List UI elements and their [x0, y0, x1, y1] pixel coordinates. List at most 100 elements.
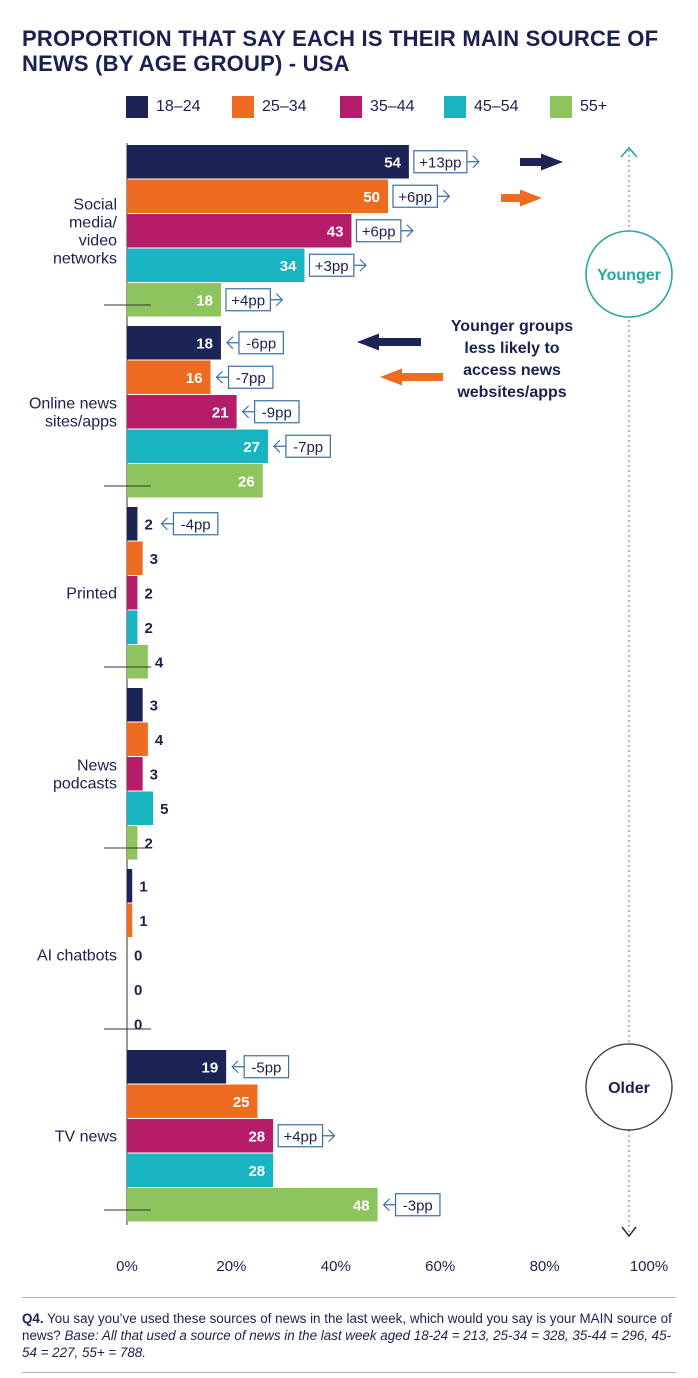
value-label: 28 — [248, 1163, 265, 1180]
category-label: podcasts — [53, 775, 117, 792]
bar — [127, 1153, 274, 1187]
change-label: +6pp — [398, 189, 432, 206]
annotation-text: less likely to — [464, 340, 559, 357]
value-label: 27 — [243, 439, 260, 456]
value-label: 0 — [134, 982, 142, 999]
value-label: 3 — [150, 551, 158, 568]
value-label: 50 — [363, 189, 380, 206]
change-label: -5pp — [251, 1059, 281, 1076]
x-tick-label: 20% — [216, 1258, 246, 1275]
change-arrow — [273, 439, 286, 453]
change-box — [172, 512, 219, 536]
change-box — [227, 365, 274, 389]
change-box — [254, 400, 300, 424]
change-arrow — [241, 405, 255, 419]
change-arrow — [400, 224, 414, 238]
chart-title: PROPORTION THAT SAY EACH IS THEIR MAIN S… — [22, 26, 659, 76]
bar — [127, 1119, 274, 1153]
younger-circle — [585, 230, 673, 318]
change-box — [285, 434, 331, 458]
bar — [127, 688, 143, 722]
bar — [127, 429, 268, 463]
category-label: Social — [73, 196, 117, 213]
arrow-icon — [520, 153, 563, 171]
bar — [127, 791, 154, 825]
value-label: 2 — [144, 585, 152, 602]
bar — [127, 826, 138, 860]
value-label: 0 — [134, 1016, 142, 1033]
category-label: sites/apps — [45, 413, 117, 430]
footnote: Q4. You say you’ve used these sources of… — [22, 1310, 678, 1361]
legend-label: 45–54 — [474, 98, 519, 115]
change-box — [238, 331, 284, 355]
value-label: 2 — [144, 516, 152, 533]
value-label: 5 — [160, 801, 168, 818]
value-label: 25 — [233, 1094, 250, 1111]
change-label: -9pp — [262, 404, 292, 421]
bar — [127, 541, 143, 575]
x-tick-label: 100% — [630, 1258, 668, 1275]
bar — [127, 576, 138, 610]
annotation-text: access news — [463, 362, 561, 379]
category-label: media/ — [69, 214, 118, 231]
change-label: +6pp — [362, 223, 396, 240]
value-label: 43 — [327, 223, 344, 240]
value-label: 26 — [238, 473, 255, 490]
change-arrow — [353, 258, 367, 272]
value-label: 1 — [139, 913, 147, 930]
footnote-question-number: Q4. — [22, 1311, 44, 1326]
x-tick-label: 60% — [425, 1258, 455, 1275]
legend-label: 25–34 — [262, 98, 307, 115]
bar — [127, 722, 148, 756]
value-label: 28 — [248, 1128, 265, 1145]
footnote-question-text: You say you’ve used these sources of new… — [22, 1311, 672, 1343]
change-label: -3pp — [403, 1197, 433, 1214]
change-arrow — [270, 293, 284, 307]
value-label: 18 — [196, 335, 213, 352]
value-label: 4 — [155, 732, 164, 749]
category-label: AI chatbots — [37, 947, 117, 964]
change-box — [394, 1193, 441, 1217]
arrow-icon — [380, 368, 443, 386]
category-label: Printed — [66, 585, 117, 602]
bar — [127, 869, 133, 903]
value-label: 48 — [353, 1197, 370, 1214]
change-label: +4pp — [231, 292, 265, 309]
change-arrow — [231, 1060, 245, 1074]
value-label: 16 — [186, 370, 203, 387]
value-label: 0 — [134, 947, 142, 964]
bar — [127, 360, 211, 394]
legend: 18–24 25–34 35–44 45–54 55+ — [126, 96, 686, 124]
annotation-text: websites/apps — [456, 384, 566, 401]
value-label: 3 — [150, 766, 158, 783]
category-label: News — [77, 757, 117, 774]
legend-swatch — [232, 96, 254, 118]
category-label: networks — [53, 250, 117, 267]
change-arrow — [322, 1129, 336, 1143]
bar — [127, 248, 305, 282]
value-label: 2 — [144, 620, 152, 637]
bar — [127, 1084, 258, 1118]
legend-label: 55+ — [580, 98, 608, 115]
change-arrow — [466, 155, 480, 169]
bar — [127, 1050, 227, 1084]
change-arrow — [382, 1198, 396, 1212]
legend-swatch — [550, 96, 572, 118]
value-label: 34 — [280, 258, 297, 275]
bar — [127, 179, 388, 213]
legend-swatch — [340, 96, 362, 118]
change-label: -4pp — [181, 516, 211, 533]
change-label: -7pp — [293, 439, 323, 456]
bar — [127, 645, 148, 679]
category-label: Online news — [29, 395, 117, 412]
footnote-base: Base: All that used a source of news in … — [22, 1328, 672, 1360]
value-label: 3 — [150, 697, 158, 714]
bar — [127, 757, 143, 791]
change-box — [243, 1055, 290, 1079]
bar — [127, 283, 221, 317]
change-arrow — [160, 517, 174, 531]
change-label: -6pp — [246, 335, 276, 352]
category-label: TV news — [55, 1128, 117, 1145]
value-label: 4 — [155, 654, 164, 671]
